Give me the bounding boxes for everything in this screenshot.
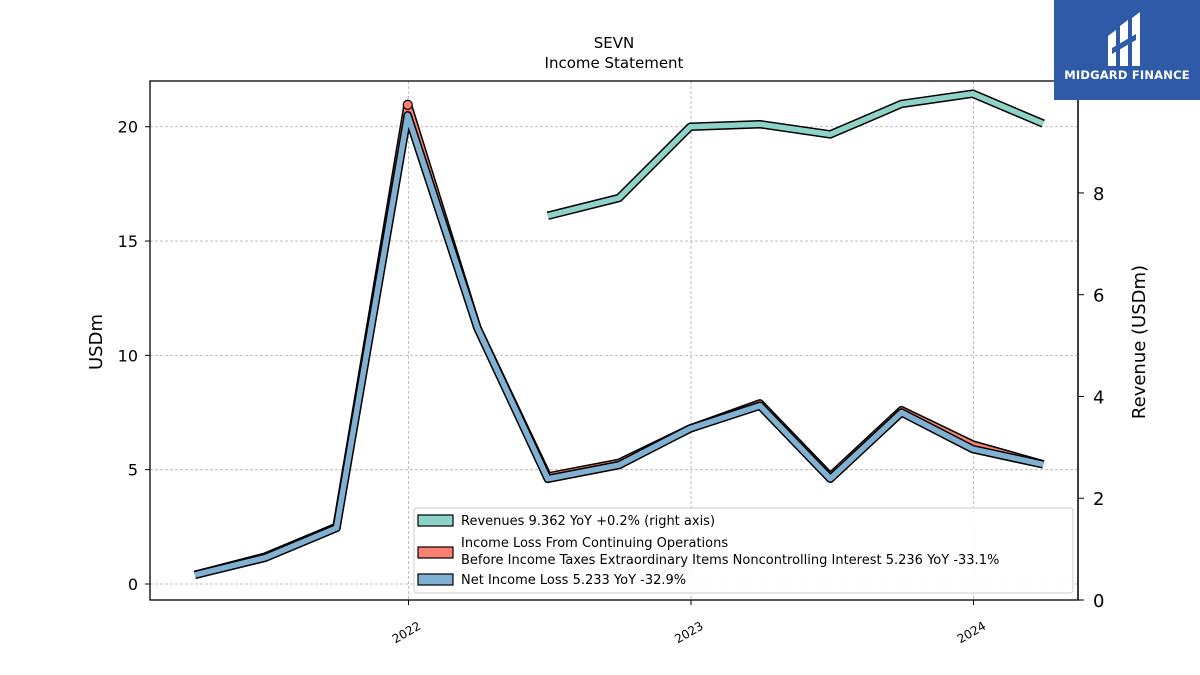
legend-label-income-loss-line1: Income Loss From Continuing Operations bbox=[461, 536, 728, 551]
series-outline-net-income-loss bbox=[193, 111, 1045, 580]
peak-marker-income-loss bbox=[402, 99, 413, 110]
chart-title: SEVN bbox=[594, 34, 634, 52]
legend-swatch-revenues bbox=[417, 514, 454, 527]
legend-swatch-income-loss bbox=[417, 546, 454, 559]
chart-subtitle: Income Statement bbox=[545, 54, 684, 72]
legend-label-net-income: Net Income Loss 5.233 YoY -32.9% bbox=[461, 573, 686, 588]
series-line-income-loss-from-continuing-operations-b bbox=[194, 101, 1044, 578]
logo-icon bbox=[1108, 12, 1140, 66]
legend-label-income-loss-line2: Before Income Taxes Extraordinary Items … bbox=[461, 553, 999, 568]
legend-box bbox=[413, 507, 1074, 594]
series-line-revenues bbox=[547, 90, 1045, 219]
y-tick-label-left: 5 bbox=[128, 461, 138, 480]
legend-swatch-net-income bbox=[417, 573, 454, 586]
y-axis-label-left: USDm bbox=[86, 314, 107, 370]
x-tick-label: 2024 bbox=[955, 619, 988, 646]
y-tick-label-left: 0 bbox=[128, 575, 138, 594]
x-tick-label: 2023 bbox=[672, 619, 705, 646]
legend: Revenues 9.362 YoY +0.2% (right axis) In… bbox=[413, 507, 1074, 594]
legend-label-revenues: Revenues 9.362 YoY +0.2% (right axis) bbox=[461, 514, 715, 529]
y-axis-label-right: Revenue (USDm) bbox=[1129, 265, 1150, 419]
y-tick-label-right: 2 bbox=[1093, 489, 1104, 510]
series-layer bbox=[193, 89, 1045, 580]
y-tick-label-right: 0 bbox=[1093, 591, 1104, 612]
series-outline-income-loss-from-continuing-operations-b bbox=[193, 99, 1045, 580]
series-line-net-income-loss bbox=[194, 112, 1044, 578]
logo-text: MIDGARD FINANCE bbox=[1064, 68, 1190, 82]
y-tick-label-right: 6 bbox=[1093, 286, 1104, 307]
y-tick-label-right: 8 bbox=[1093, 184, 1104, 205]
y-tick-label-right: 4 bbox=[1093, 387, 1104, 408]
brand-logo: MIDGARD FINANCE bbox=[1054, 0, 1200, 100]
y-tick-label-left: 20 bbox=[118, 118, 138, 137]
y-tick-label-left: 10 bbox=[118, 346, 138, 365]
y-tick-label-left: 15 bbox=[118, 232, 138, 251]
x-tick-label: 2022 bbox=[390, 619, 423, 646]
